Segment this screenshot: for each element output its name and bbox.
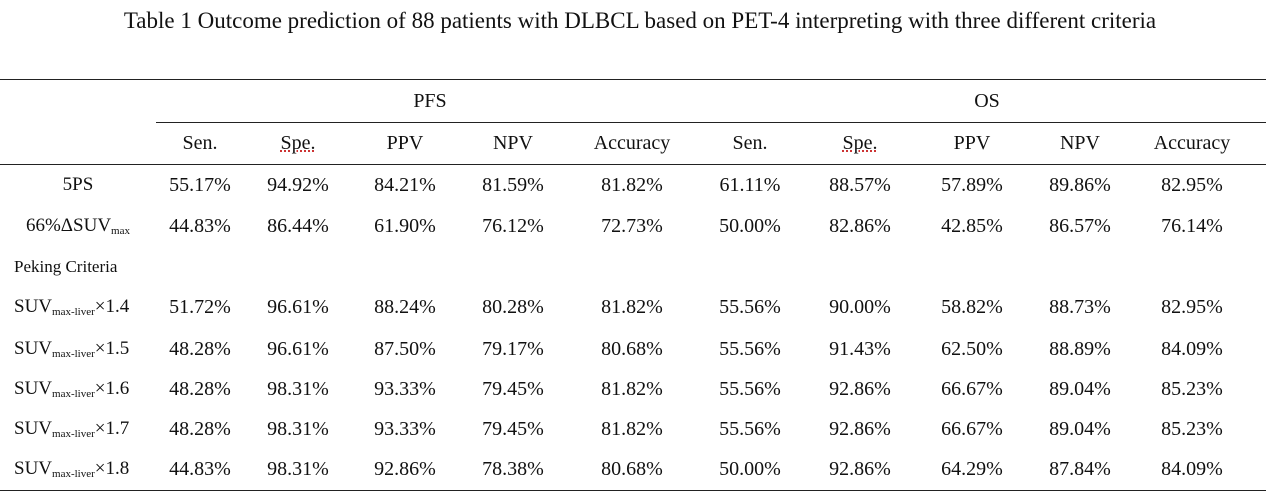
column-header: NPV xyxy=(1059,132,1100,154)
table-cell: 58.82% xyxy=(941,296,1003,318)
table-cell: 42.85% xyxy=(941,215,1003,237)
table-cell: 93.33% xyxy=(374,378,436,400)
table-cell: 79.17% xyxy=(482,338,544,360)
table-cell: 89.86% xyxy=(1049,174,1111,196)
column-header: Accuracy xyxy=(593,132,671,154)
column-header: PPV xyxy=(386,132,424,154)
table-cell: 81.82% xyxy=(601,418,663,440)
table-cell: 89.04% xyxy=(1049,378,1111,400)
table-cell: 84.21% xyxy=(374,174,436,196)
row-label: 5PS xyxy=(62,174,94,195)
table-cell: 85.23% xyxy=(1161,418,1223,440)
table-cell: 94.92% xyxy=(267,174,329,196)
table-cell: 80.68% xyxy=(601,458,663,480)
table-cell: 66.67% xyxy=(941,418,1003,440)
table-cell: 82.95% xyxy=(1161,174,1223,196)
table-cell: 55.56% xyxy=(719,378,781,400)
table-cell: 61.90% xyxy=(374,215,436,237)
table-cell: 55.56% xyxy=(719,338,781,360)
group-label-os: OS xyxy=(974,90,1000,112)
table-cell: 88.24% xyxy=(374,296,436,318)
column-header: Spe. xyxy=(280,132,316,154)
table-cell: 44.83% xyxy=(169,215,231,237)
table-cell: 57.89% xyxy=(941,174,1003,196)
table-cell: 87.50% xyxy=(374,338,436,360)
table-cell: 91.43% xyxy=(829,338,891,360)
column-header: NPV xyxy=(492,132,533,154)
row-label: 66%ΔSUVmax xyxy=(25,215,130,237)
row-label: SUVmax-liver×1.7 xyxy=(14,418,130,440)
group-underline-rule xyxy=(156,122,1266,123)
table-cell: 48.28% xyxy=(169,338,231,360)
table-cell: 96.61% xyxy=(267,296,329,318)
table-cell: 88.89% xyxy=(1049,338,1111,360)
bottom-rule xyxy=(0,490,1266,491)
column-header: Accuracy xyxy=(1153,132,1231,154)
table-cell: 76.12% xyxy=(482,215,544,237)
table-cell: 89.04% xyxy=(1049,418,1111,440)
table-cell: 84.09% xyxy=(1161,338,1223,360)
table-cell: 90.00% xyxy=(829,296,891,318)
table-cell: 48.28% xyxy=(169,418,231,440)
table-cell: 82.95% xyxy=(1161,296,1223,318)
row-label: SUVmax-liver×1.4 xyxy=(14,296,130,318)
table-cell: 66.67% xyxy=(941,378,1003,400)
column-header: Sen. xyxy=(182,132,218,154)
table-cell: 92.86% xyxy=(829,458,891,480)
table-cell: 93.33% xyxy=(374,418,436,440)
table-cell: 62.50% xyxy=(941,338,1003,360)
table-cell: 55.17% xyxy=(169,174,231,196)
table-cell: 50.00% xyxy=(719,215,781,237)
table-cell: 50.00% xyxy=(719,458,781,480)
table-cell: 55.56% xyxy=(719,296,781,318)
table-cell: 98.31% xyxy=(267,418,329,440)
table-cell: 96.61% xyxy=(267,338,329,360)
table-cell: 86.44% xyxy=(267,215,329,237)
table-cell: 88.57% xyxy=(829,174,891,196)
table-cell: 55.56% xyxy=(719,418,781,440)
table-cell: 80.68% xyxy=(601,338,663,360)
row-label: SUVmax-liver×1.5 xyxy=(14,338,130,360)
table-cell: 79.45% xyxy=(482,378,544,400)
table-cell: 82.86% xyxy=(829,215,891,237)
table-cell: 79.45% xyxy=(482,418,544,440)
table-cell: 92.86% xyxy=(829,378,891,400)
table-cell: 76.14% xyxy=(1161,215,1223,237)
table-cell: 85.23% xyxy=(1161,378,1223,400)
table-cell: 98.31% xyxy=(267,458,329,480)
table-cell: 51.72% xyxy=(169,296,231,318)
table-cell: 81.82% xyxy=(601,378,663,400)
table-cell: 78.38% xyxy=(482,458,544,480)
row-label: SUVmax-liver×1.6 xyxy=(14,378,130,400)
section-label: Peking Criteria xyxy=(14,257,118,276)
column-header: Spe. xyxy=(842,132,878,154)
table-cell: 81.82% xyxy=(601,296,663,318)
header-rule xyxy=(0,164,1266,165)
table-cell: 44.83% xyxy=(169,458,231,480)
top-rule xyxy=(0,79,1266,80)
table-cell: 84.09% xyxy=(1161,458,1223,480)
table-cell: 92.86% xyxy=(829,418,891,440)
table-cell: 86.57% xyxy=(1049,215,1111,237)
table-cell: 87.84% xyxy=(1049,458,1111,480)
table-cell: 98.31% xyxy=(267,378,329,400)
group-label-pfs: PFS xyxy=(413,90,447,112)
row-label: SUVmax-liver×1.8 xyxy=(14,458,130,480)
table-cell: 88.73% xyxy=(1049,296,1111,318)
table-cell: 72.73% xyxy=(601,215,663,237)
table-cell: 92.86% xyxy=(374,458,436,480)
table-cell: 80.28% xyxy=(482,296,544,318)
table-title: Table 1 Outcome prediction of 88 patient… xyxy=(123,8,1157,33)
table-cell: 48.28% xyxy=(169,378,231,400)
table-cell: 81.59% xyxy=(482,174,544,196)
table-cell: 64.29% xyxy=(941,458,1003,480)
table-cell: 61.11% xyxy=(719,174,781,196)
table-cell: 81.82% xyxy=(601,174,663,196)
column-header: PPV xyxy=(953,132,991,154)
column-header: Sen. xyxy=(732,132,768,154)
